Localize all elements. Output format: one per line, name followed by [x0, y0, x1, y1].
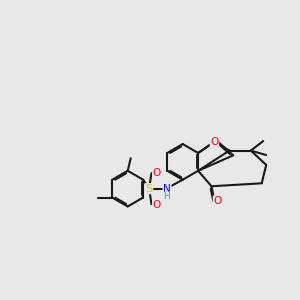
Text: O: O	[153, 200, 161, 210]
Text: O: O	[153, 168, 161, 178]
Text: H: H	[164, 192, 170, 201]
Text: O: O	[213, 196, 222, 206]
Text: O: O	[210, 137, 219, 147]
Text: S: S	[146, 184, 153, 194]
Text: N: N	[163, 184, 171, 194]
